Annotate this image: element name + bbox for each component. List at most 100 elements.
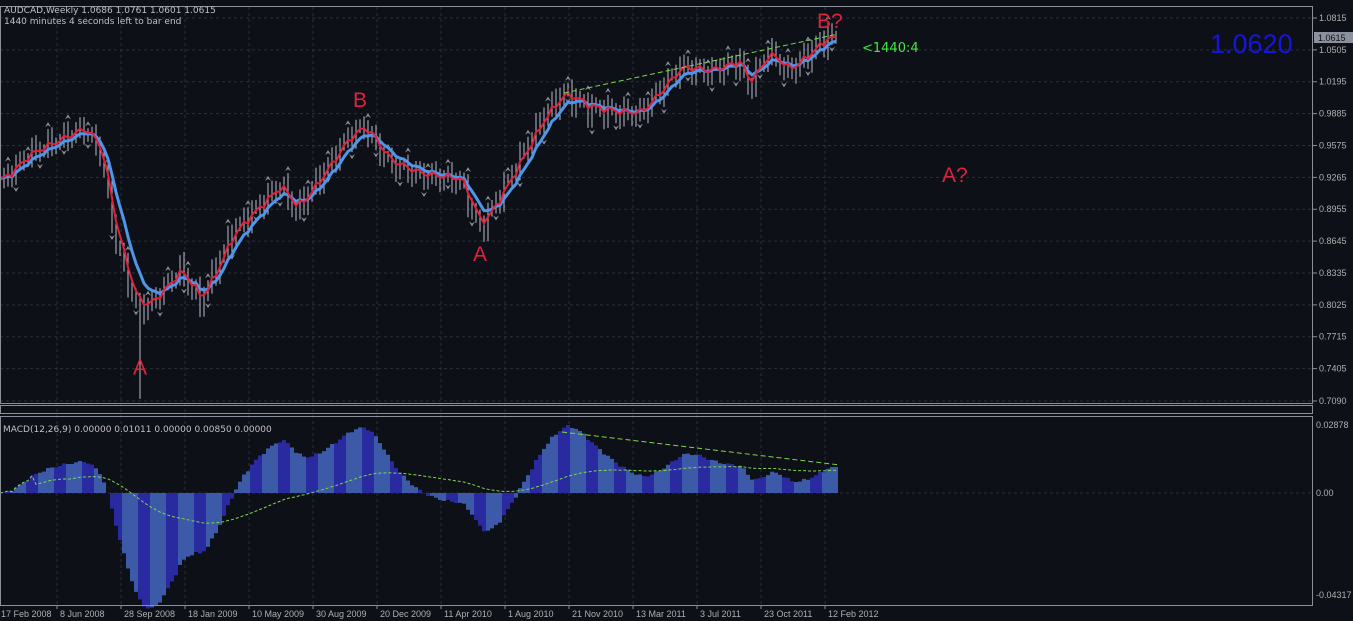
fractal-down-icon: [517, 182, 523, 188]
macd-histogram-bar: [358, 427, 362, 493]
time-tick-label: 8 Jun 2008: [60, 609, 105, 619]
fractal-up-icon: [665, 61, 671, 67]
macd-histogram-bar: [370, 431, 374, 493]
macd-histogram-bar: [50, 467, 54, 493]
macd-histogram-bar: [554, 434, 558, 493]
fractal-up-icon: [65, 114, 71, 120]
macd-histogram-bar: [338, 439, 342, 493]
macd-histogram-bar: [290, 447, 294, 493]
macd-histogram-bar: [702, 457, 706, 493]
macd-histogram-bar: [298, 453, 302, 493]
annotations: A B A B? A?: [133, 10, 968, 379]
price-axis[interactable]: 1.0815 1.0505 1.0195 0.9885 0.9575 0.9265 0.89…: [1313, 13, 1352, 600]
macd-histogram-bar: [650, 474, 654, 493]
macd-histogram-bar: [778, 474, 782, 493]
macd-histogram-bar: [270, 445, 274, 493]
macd-histogram-bar: [506, 493, 510, 510]
time-tick-label: 12 Feb 2012: [828, 609, 879, 619]
fractal-down-icon: [493, 215, 499, 221]
macd-histogram-bar: [250, 464, 254, 493]
fractal-down-icon: [829, 46, 835, 52]
macd-histogram-bar: [86, 463, 90, 493]
macd-histogram-bar: [454, 493, 458, 503]
macd-histogram-bar: [574, 428, 578, 493]
fractal-down-icon: [349, 154, 355, 160]
macd-histogram-bar: [222, 493, 226, 516]
time-tick-label: 10 May 2009: [252, 609, 304, 619]
main-panel-border: [0, 6, 1313, 404]
macd-histogram-bar: [546, 443, 550, 493]
price-tick-label: 1.0815: [1319, 13, 1347, 23]
macd-histogram-bar: [570, 427, 574, 493]
fractal-up-icon: [545, 96, 551, 102]
macd-histogram-bar: [742, 468, 746, 493]
macd-histogram-bar: [766, 475, 770, 493]
macd-tick-label: 0.02878: [1316, 420, 1349, 430]
price-tick-label: 0.8025: [1319, 300, 1347, 310]
macd-histogram-bar: [242, 474, 246, 493]
fractal-down-icon: [61, 149, 67, 155]
macd-histogram-bar: [490, 493, 494, 529]
macd-histogram-bar: [754, 478, 758, 493]
macd-histogram-bar: [166, 493, 170, 589]
fractal-up-icon: [125, 245, 131, 251]
macd-histogram-bar: [198, 493, 202, 554]
panel-separator[interactable]: [0, 405, 1313, 414]
fractal-up-icon: [685, 49, 691, 55]
macd-histogram-bar: [114, 493, 118, 526]
macd-histogram-bar: [810, 477, 814, 493]
macd-histogram-bar: [174, 493, 178, 576]
macd-histogram-bar: [806, 479, 810, 493]
wave-label: A: [473, 243, 487, 266]
fractal-up-icon: [245, 200, 251, 206]
time-tick-label: 23 Oct 2011: [764, 609, 812, 619]
signal-line: [0, 466, 837, 524]
macd-histogram-bar: [562, 427, 566, 493]
current-price-marker: [1314, 32, 1353, 43]
macd-histogram-bar: [374, 436, 378, 493]
macd-histogram-bar: [186, 493, 190, 557]
fractal-up-icon: [565, 75, 571, 81]
macd-histogram-bar: [214, 493, 218, 534]
macd-histogram-bar: [126, 493, 130, 569]
fractal-down-icon: [733, 81, 739, 87]
macd-histogram-bar: [418, 489, 422, 493]
macd-histogram-bar: [246, 471, 250, 493]
macd-histogram-bar: [830, 467, 834, 493]
macd-tick-label: 0.00: [1316, 488, 1334, 498]
time-tick-label: 20 Dec 2009: [380, 609, 431, 619]
fractal-up-icon: [465, 167, 471, 173]
price-tick-label: 0.9265: [1319, 172, 1347, 182]
macd-histogram-bar: [534, 459, 538, 493]
price-tick-label: 0.7090: [1319, 396, 1347, 406]
macd-histogram-bar: [282, 440, 286, 493]
macd-histogram-bar: [194, 493, 198, 552]
time-tick-label: 28 Sep 2008: [124, 609, 175, 619]
time-axis[interactable]: 17 Feb 2008 8 Jun 2008 28 Sep 2008 18 Jan 2…: [0, 605, 879, 619]
fractal-up-icon: [745, 57, 751, 63]
price-tick-label: 0.9575: [1319, 140, 1347, 150]
macd-histogram-bar: [350, 432, 354, 493]
macd-histogram-bar: [730, 464, 734, 493]
macd-header: MACD(12,26,9) 0.00000 0.01011 0.00000 0.…: [3, 425, 272, 435]
fractal-down-icon: [709, 87, 715, 93]
fractal-down-icon: [37, 163, 43, 169]
macd-histogram-bar: [654, 471, 658, 493]
macd-histogram-bar: [818, 471, 822, 493]
macd-histogram-bar: [590, 442, 594, 493]
fractal-down-icon: [613, 125, 619, 131]
macd-histogram-bar: [14, 487, 18, 493]
macd-histogram-bar: [634, 474, 638, 493]
macd-histogram-bar: [138, 493, 142, 600]
trendline: [563, 33, 837, 94]
macd-histogram-bar: [190, 493, 194, 556]
fractal-up-icon: [185, 260, 191, 266]
macd-histogram-bar: [410, 485, 414, 493]
fractal-down-icon: [109, 234, 115, 240]
macd-histogram-bar: [150, 493, 154, 608]
time-tick-label: 18 Jan 2009: [188, 609, 238, 619]
fractal-up-icon: [445, 158, 451, 164]
macd-histogram-bar: [142, 493, 146, 607]
